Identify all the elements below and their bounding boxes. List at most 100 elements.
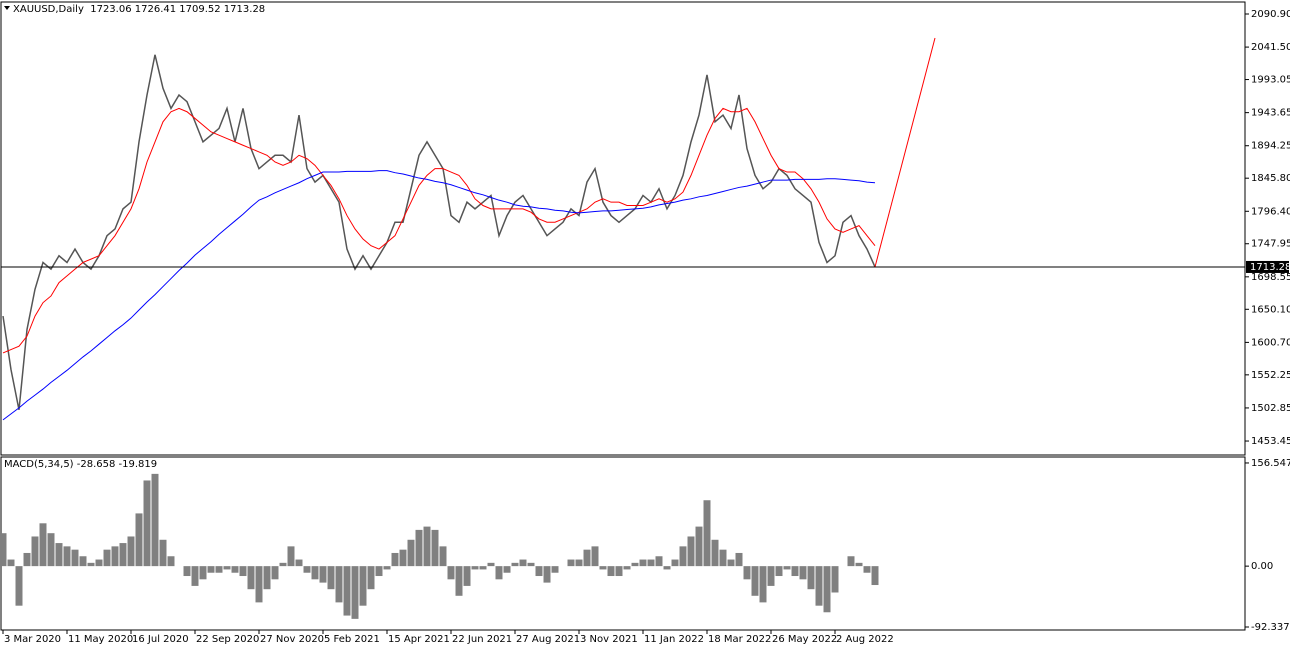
y-tick-label: 2090.90 [1251, 9, 1290, 20]
histogram-bar [55, 543, 63, 567]
histogram-bar [615, 566, 623, 577]
histogram-bar [495, 566, 503, 580]
histogram-bar [127, 536, 135, 567]
histogram-bar [111, 546, 119, 567]
histogram-bar [231, 566, 239, 573]
histogram-bar [119, 543, 127, 567]
histogram-bar [679, 546, 687, 567]
histogram-bar [599, 566, 607, 570]
y-tick-label: 1600.70 [1251, 337, 1290, 348]
histogram-bar [503, 566, 511, 573]
histogram-bar [671, 559, 679, 567]
histogram-bar [399, 549, 407, 567]
histogram-bar [215, 566, 223, 573]
histogram-bar [183, 566, 191, 577]
histogram-bar [247, 566, 255, 590]
histogram-bar [455, 566, 463, 596]
histogram-bar [775, 566, 783, 577]
histogram-bar [743, 566, 751, 580]
histogram-bar [375, 566, 383, 577]
histogram-bar [63, 546, 71, 567]
histogram-bar [207, 566, 215, 573]
histogram-bar [855, 562, 863, 567]
histogram-bar [623, 566, 631, 570]
histogram-bar [95, 559, 103, 567]
histogram-bar [519, 559, 527, 567]
histogram-bar [359, 566, 367, 606]
histogram-bar [383, 566, 391, 570]
histogram-bar [487, 562, 495, 567]
histogram-bar [551, 566, 559, 573]
histogram-bar [15, 566, 23, 606]
y-tick-label: 1502.85 [1251, 403, 1290, 414]
histogram-bar [687, 536, 695, 567]
macd-panel [0, 456, 1246, 631]
histogram-bar [815, 566, 823, 606]
histogram-bar [343, 566, 351, 616]
histogram-bar [135, 513, 143, 567]
y-tick-label: 156.547 [1251, 458, 1290, 469]
y-tick-label: 1845.80 [1251, 173, 1290, 184]
x-tick-label: 11 May 2020 [68, 634, 133, 645]
y-tick-label: 1993.05 [1251, 75, 1290, 86]
histogram-bar [199, 566, 207, 580]
histogram-bar [23, 552, 31, 567]
histogram-bar [167, 556, 175, 567]
histogram-bar [535, 566, 543, 577]
histogram-bar [759, 566, 767, 603]
x-tick-label: 22 Jun 2021 [452, 634, 512, 645]
histogram-bar [223, 566, 231, 570]
histogram-bar [391, 552, 399, 567]
y-tick-label: 1698.55 [1251, 272, 1290, 283]
histogram-bar [31, 536, 39, 567]
histogram-bar [287, 546, 295, 567]
histogram-bar [767, 566, 775, 586]
x-tick-label: 27 Aug 2021 [516, 634, 580, 645]
histogram-bar [479, 566, 487, 570]
histogram-bar [271, 566, 279, 580]
histogram-bar [807, 566, 815, 590]
histogram-bar [319, 566, 327, 583]
price-line [2, 107, 876, 354]
histogram-bar [663, 566, 671, 570]
histogram-bar [239, 566, 247, 577]
y-tick-label: 1894.25 [1251, 141, 1290, 152]
x-tick-label: 22 Sep 2020 [196, 634, 259, 645]
histogram-bar [0, 533, 7, 567]
histogram-bar [847, 556, 855, 567]
histogram-bar [87, 562, 95, 567]
histogram-bar [351, 566, 359, 619]
chart-title: XAUUSD,Daily 1723.06 1726.41 1709.52 171… [13, 4, 265, 15]
x-tick-label: 27 Nov 2020 [260, 634, 324, 645]
histogram-bar [655, 556, 663, 567]
histogram-bar [695, 526, 703, 567]
histogram-bar [583, 549, 591, 567]
histogram-bar [471, 566, 479, 570]
x-tick-label: 11 Jan 2022 [644, 634, 704, 645]
histogram-bar [567, 559, 575, 567]
menu-arrow [4, 6, 10, 10]
histogram-bar [303, 566, 311, 573]
y-tick-label: 1650.10 [1251, 304, 1290, 315]
x-tick-label: 18 Mar 2022 [708, 634, 771, 645]
histogram-bar [719, 549, 727, 567]
histogram-bar [439, 546, 447, 567]
histogram-bar [327, 566, 335, 590]
histogram-bar [191, 566, 199, 586]
histogram-bar [431, 529, 439, 567]
trend-line [874, 37, 936, 268]
histogram-bar [871, 566, 879, 586]
histogram-bar [527, 562, 535, 567]
histogram-bar [311, 566, 319, 580]
histogram-bar [335, 566, 343, 603]
histogram-bar [71, 549, 79, 567]
histogram-bar [511, 562, 519, 567]
histogram-bar [39, 523, 47, 567]
y-tick-label: 1453.45 [1251, 436, 1290, 447]
histogram-bar [103, 549, 111, 567]
x-tick-label: 26 May 2022 [772, 634, 837, 645]
histogram-bar [415, 529, 423, 567]
histogram-bar [47, 533, 55, 567]
